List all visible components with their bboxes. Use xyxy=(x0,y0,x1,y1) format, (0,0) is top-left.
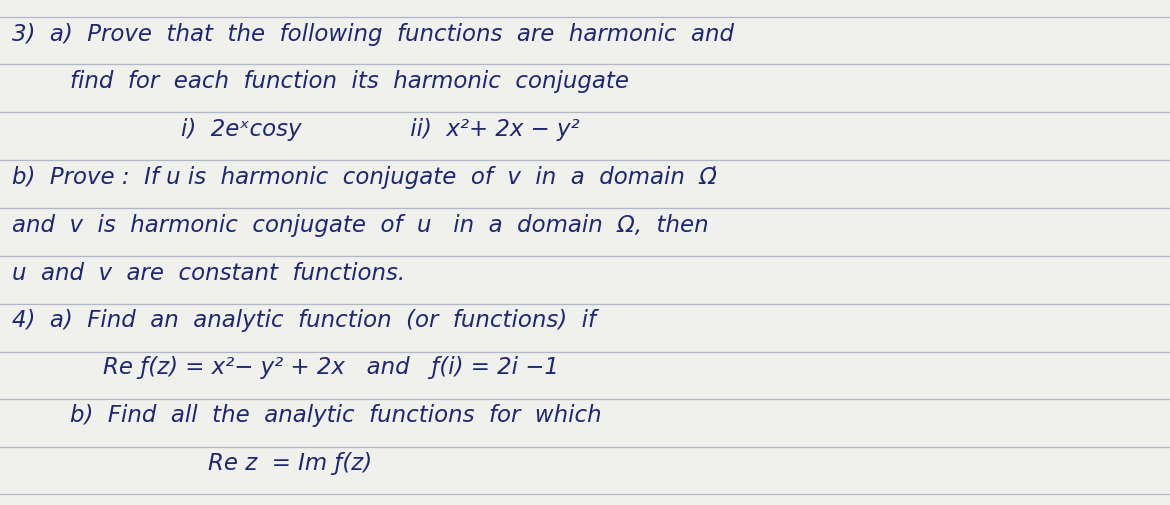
Text: b)  Find  all  the  analytic  functions  for  which: b) Find all the analytic functions for w… xyxy=(70,403,601,426)
Text: find  for  each  function  its  harmonic  conjugate: find for each function its harmonic conj… xyxy=(70,70,629,92)
Text: b)  Prove :  If u is  harmonic  conjugate  of  v  in  a  domain  Ω̇: b) Prove : If u is harmonic conjugate of… xyxy=(12,166,716,188)
Text: u  and  v  are  constant  functions.: u and v are constant functions. xyxy=(12,262,405,284)
Text: 4)  a)  Find  an  analytic  function  (or  functions)  if: 4) a) Find an analytic function (or func… xyxy=(12,309,596,331)
Text: and  v  is  harmonic  conjugate  of  u   in  a  domain  Ω,  then: and v is harmonic conjugate of u in a do… xyxy=(12,214,708,236)
Text: i)  2eˣcosy               ii)  x²+ 2x − y²: i) 2eˣcosy ii) x²+ 2x − y² xyxy=(181,118,580,140)
Text: 3)  a)  Prove  that  the  following  functions  are  harmonic  and: 3) a) Prove that the following functions… xyxy=(12,23,734,46)
Text: Re ƒ(z) = x²− y² + 2x   and   ƒ(i) = 2i −1: Re ƒ(z) = x²− y² + 2x and ƒ(i) = 2i −1 xyxy=(103,356,559,379)
Text: Re z  = Im ƒ(z): Re z = Im ƒ(z) xyxy=(208,451,372,474)
